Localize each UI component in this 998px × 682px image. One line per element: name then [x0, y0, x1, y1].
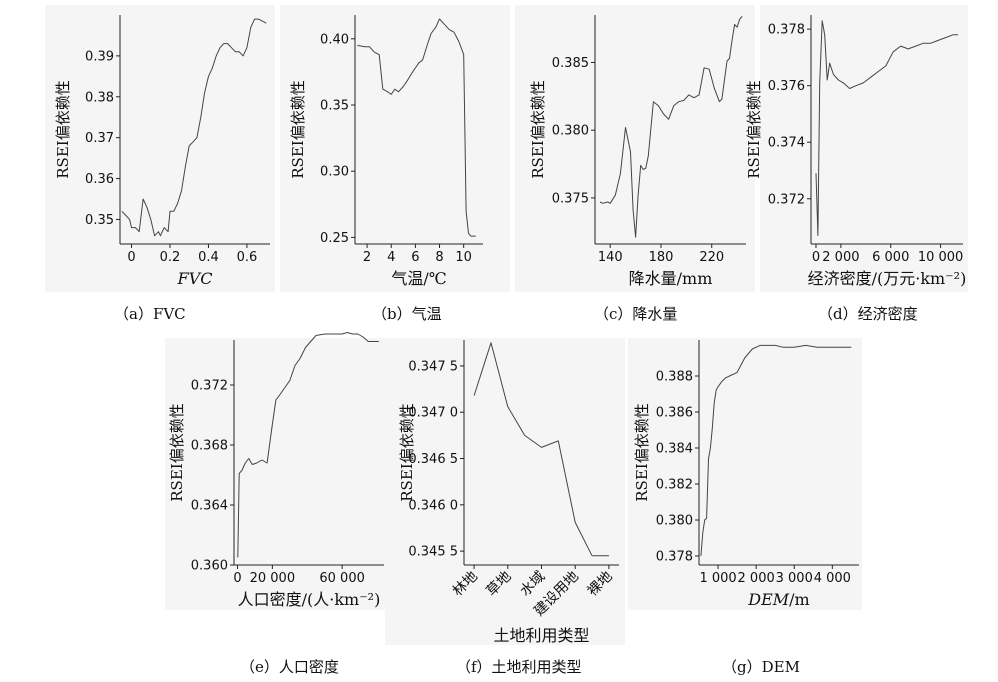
- y-tick-label: 0.35: [320, 99, 349, 114]
- series-line: [815, 20, 958, 236]
- y-tick-label: 0.39: [85, 49, 114, 64]
- y-tick-label: 0.385: [552, 56, 589, 71]
- y-tick-label: 0.384: [656, 442, 693, 457]
- x-tick-label: 60 000: [319, 571, 365, 586]
- x-tick-label: 6: [411, 250, 419, 265]
- x-axis-title: 降水量/mm: [629, 269, 713, 288]
- y-tick-label: 0.25: [320, 231, 349, 246]
- y-tick-label: 0.380: [656, 514, 693, 529]
- y-tick-label: 0.347 5: [408, 359, 458, 374]
- x-tick-label: 1 000: [699, 571, 736, 586]
- series-line: [237, 332, 379, 558]
- chart-f: 0.345 50.346 00.346 50.347 00.347 5林地 草地水…: [385, 338, 625, 645]
- y-tick-label: 0.382: [656, 478, 693, 493]
- y-tick-label: 0.30: [320, 165, 349, 180]
- x-axis-title: 经济密度/(万元·km⁻²): [808, 269, 967, 288]
- x-tick-label: 10: [455, 250, 472, 265]
- x-tick-label: 0: [233, 571, 241, 586]
- y-tick-label: 0.372: [768, 192, 805, 207]
- y-axis-title: RSEI偏依赖性: [289, 80, 307, 178]
- caption-c: （c）降水量: [594, 305, 678, 323]
- series-line: [700, 344, 852, 557]
- y-tick-label: 0.38: [85, 90, 114, 105]
- y-tick-label: 0.345 5: [408, 545, 458, 560]
- chart-e: 0.360 0.364 0.368 0.372 0 20 000 60 000 RSEI偏依赖…: [165, 332, 390, 610]
- x-axis-title: 人口密度/(人·km⁻²): [238, 590, 381, 609]
- chart-g: 0.378 0.380 0.382 0.384 0.386 0.388 1 000 2 000…: [628, 338, 862, 610]
- y-tick-label: 0.35: [85, 213, 114, 228]
- panel-background: [280, 5, 510, 292]
- y-axis-title: RSEI偏依赖性: [745, 80, 763, 178]
- y-axis-title: RSEI偏依赖性: [168, 403, 186, 501]
- panel-background: [45, 5, 275, 292]
- y-axis-title: RSEI偏依赖性: [633, 403, 651, 501]
- y-tick-label: 0.378: [768, 23, 805, 38]
- y-tick-label: 0.346 5: [408, 452, 458, 467]
- x-axis-title: DEM/m: [747, 590, 809, 609]
- x-tick-label: 180: [649, 250, 674, 265]
- y-tick-label: 0.368: [191, 439, 228, 454]
- x-tick-label: 4 000: [814, 571, 851, 586]
- caption-a: （a）FVC: [114, 305, 186, 323]
- x-tick-label: 140: [598, 250, 623, 265]
- x-axis-title: 气温/℃: [391, 269, 446, 288]
- x-tick-label: 20 000: [250, 571, 296, 586]
- series-line: [357, 18, 476, 237]
- panel-background: [385, 338, 625, 645]
- y-axis-title: RSEI偏依赖性: [398, 403, 416, 501]
- x-tick-label: 10 000: [918, 250, 964, 265]
- x-tick-label: 0.2: [160, 250, 181, 265]
- y-tick-label: 0.378: [656, 550, 693, 565]
- y-axis-title: RSEI偏依赖性: [529, 80, 547, 178]
- chart-d: 0.372 0.374 0.376 0.378 0 2 000 6 000 10 000 RSE…: [745, 5, 968, 292]
- y-tick-label: 0.374: [768, 136, 805, 151]
- y-tick-label: 0.40: [320, 32, 349, 47]
- series-line: [473, 342, 609, 557]
- y-tick-label: 0.364: [191, 499, 228, 514]
- y-tick-label: 0.388: [656, 370, 693, 385]
- caption-e: （e）人口密度: [240, 658, 339, 676]
- caption-b: （b）气温: [372, 305, 442, 323]
- y-tick-label: 0.347 0: [408, 406, 458, 421]
- caption-g: （g）DEM: [722, 658, 800, 676]
- y-tick-label: 0.36: [85, 172, 114, 187]
- x-tick-label: 0.4: [198, 250, 219, 265]
- x-tick-label: 2 000: [738, 571, 775, 586]
- y-tick-label: 0.386: [656, 406, 693, 421]
- x-tick-label: 8: [435, 250, 443, 265]
- x-tick-label: 220: [699, 250, 724, 265]
- y-tick-label: 0.360: [191, 559, 228, 574]
- x-axis-title-var: DEM: [747, 590, 790, 609]
- x-tick-label: 2: [363, 250, 371, 265]
- x-axis-title: 土地利用类型: [493, 626, 589, 645]
- x-tick-label: 2 000: [822, 250, 859, 265]
- y-tick-label: 0.372: [191, 379, 228, 394]
- x-tick-label: 4: [387, 250, 395, 265]
- panel-background: [515, 5, 755, 292]
- series-line: [121, 18, 267, 237]
- x-tick-label: 0.6: [237, 250, 258, 265]
- x-tick-label: 3 000: [776, 571, 813, 586]
- y-tick-label: 0.346 0: [408, 498, 458, 513]
- y-tick-label: 0.380: [552, 124, 589, 139]
- x-tick-label: 6 000: [872, 250, 909, 265]
- y-tick-label: 0.376: [768, 79, 805, 94]
- x-tick-label: 0: [127, 250, 135, 265]
- x-axis-title: FVC: [177, 269, 213, 288]
- series-line: [599, 16, 743, 238]
- caption-f: （f）土地利用类型: [456, 658, 582, 676]
- y-tick-label: 0.37: [85, 131, 114, 146]
- chart-a: 0.35 0.36 0.37 0.38 0.39 0 0.2 0.4 0.6 RSEI偏依赖性 FV…: [45, 5, 275, 292]
- x-axis-title-unit: /m: [789, 590, 810, 609]
- y-tick-label: 0.375: [552, 191, 589, 206]
- caption-d: （d）经济密度: [818, 305, 918, 323]
- x-tick-label: 0: [812, 250, 820, 265]
- y-axis-title: RSEI偏依赖性: [54, 80, 72, 178]
